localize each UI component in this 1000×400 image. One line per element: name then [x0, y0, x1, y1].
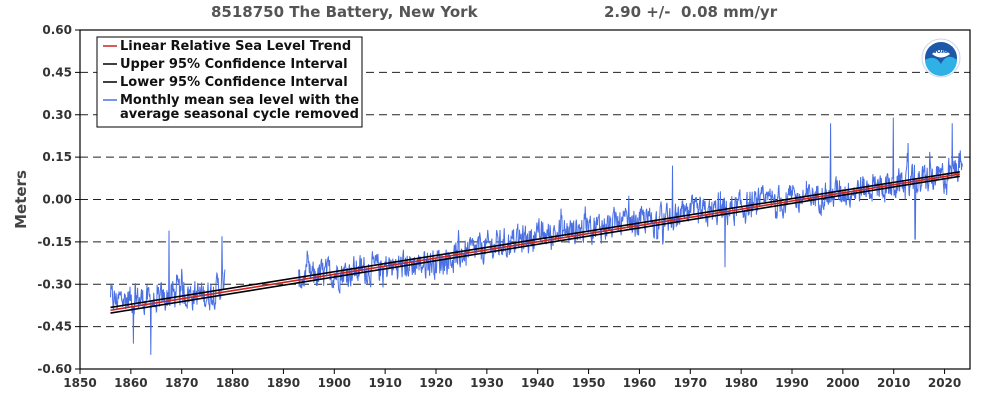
axes: 0.60 0.45 0.30 0.15 0.00 -0.15 -0.30 -0.45 -0.60…: [12, 23, 971, 390]
x-tick-label: 1950: [572, 376, 605, 390]
legend: Linear Relative Sea Level Trend Upper 95%…: [96, 36, 363, 128]
linear-trend-line: [110, 173, 960, 312]
legend-label: Lower 95% Confidence Interval: [120, 75, 348, 90]
y-tick-label: -0.30: [37, 277, 72, 291]
legend-box: [96, 36, 363, 128]
x-tick-label: 1850: [63, 376, 96, 390]
noaa-logo-text: NOAA: [931, 48, 951, 55]
lower-confidence-line: [110, 175, 960, 314]
x-tick-label: 1910: [368, 376, 401, 390]
legend-label: Monthly mean sea level with the: [120, 93, 359, 108]
y-tick-label: 0.15: [42, 150, 72, 164]
x-tick-label: 1920: [419, 376, 452, 390]
x-tick-label: 1890: [267, 376, 300, 390]
x-tick-label: 2010: [877, 376, 910, 390]
y-tick-label: 0.45: [42, 65, 72, 79]
x-tick-label: 1860: [114, 376, 147, 390]
trend-rate: 2.90 +/- 0.08 mm/yr: [604, 3, 778, 21]
x-tick-label: 1980: [724, 376, 757, 390]
x-tick-label: 1880: [216, 376, 249, 390]
y-tick-label: -0.60: [37, 362, 72, 376]
monthly-mean-line: [110, 230, 226, 355]
x-tick-label: 1940: [521, 376, 554, 390]
chart-title: 8518750 The Battery, New York: [211, 3, 478, 21]
y-tick-label: 0.30: [42, 108, 72, 122]
noaa-logo-icon: NOAA: [921, 38, 961, 78]
x-tick-label: 2020: [928, 376, 961, 390]
data-series: [110, 117, 963, 355]
x-tick-label: 1900: [318, 376, 351, 390]
x-tick-label: 1870: [165, 376, 198, 390]
x-tick-label: 1970: [674, 376, 707, 390]
y-tick-label: 0.60: [42, 23, 72, 37]
legend-label: Upper 95% Confidence Interval: [120, 57, 348, 72]
x-tick-label: 2000: [826, 376, 859, 390]
x-tick-label: 1960: [623, 376, 656, 390]
legend-label: Linear Relative Sea Level Trend: [120, 39, 351, 54]
y-tick-label: -0.45: [37, 320, 72, 334]
y-tick-label: 0.00: [42, 193, 72, 207]
y-tick-label: -0.15: [37, 235, 72, 249]
x-tick-label: 1930: [470, 376, 503, 390]
upper-confidence-line: [110, 171, 960, 309]
legend-label: average seasonal cycle removed: [120, 107, 359, 122]
x-tick-label: 1990: [775, 376, 808, 390]
y-axis-title: Meters: [12, 170, 30, 229]
